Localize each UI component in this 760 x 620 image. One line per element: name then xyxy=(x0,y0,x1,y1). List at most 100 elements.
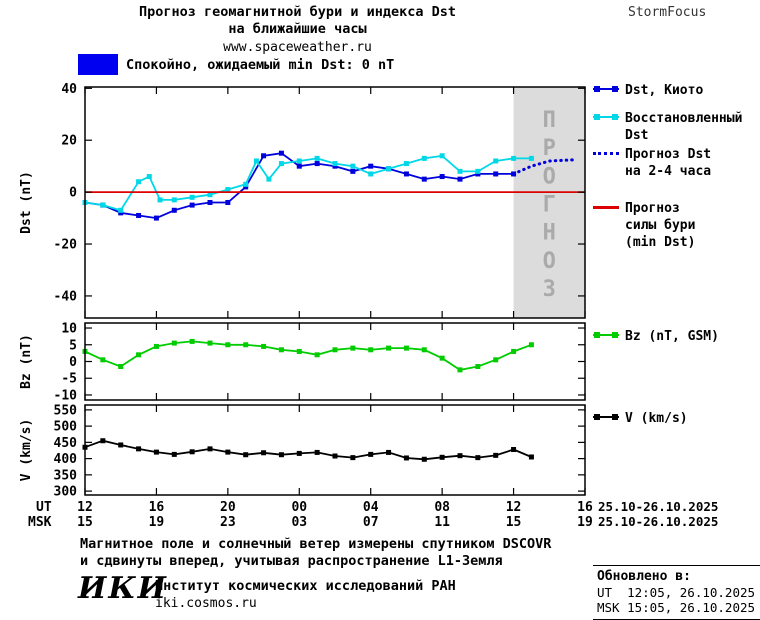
y-tick-label: 20 xyxy=(61,134,77,149)
legend-label: Dst, Киото xyxy=(625,83,704,98)
msk-tick-label: 07 xyxy=(363,515,379,530)
series-marker xyxy=(225,187,231,193)
legend-item-restored-dst: Восстановленный Dst xyxy=(593,110,742,144)
series-marker xyxy=(136,446,142,452)
y-tick-label: -20 xyxy=(54,238,78,253)
forecast-dst-dotted-swatch xyxy=(593,152,619,155)
status-color-swatch xyxy=(78,54,118,75)
dst-kyoto-line-swatch xyxy=(593,86,619,92)
data-source-note-line2: и сдвинуты вперед, учитывая распростране… xyxy=(80,553,503,569)
institute-name: Институт космических исследований РАН xyxy=(155,578,456,594)
series-marker xyxy=(100,438,106,444)
storm-forecast-line-swatch xyxy=(593,206,619,209)
series-marker xyxy=(207,340,213,346)
legend-label: V (km/s) xyxy=(625,411,688,426)
forecast-region-label-char: З xyxy=(543,277,556,302)
series-marker xyxy=(243,452,249,458)
page-title-line1: Прогноз геомагнитной бури и индекса Dst xyxy=(139,4,456,20)
series-marker xyxy=(171,197,177,203)
source-site-url: www.spaceweather.ru xyxy=(223,40,372,55)
series-marker xyxy=(439,454,445,460)
y-tick-label: 5 xyxy=(69,338,77,353)
series-marker xyxy=(403,171,409,177)
series-marker xyxy=(403,455,409,461)
series-marker xyxy=(189,449,195,455)
updated-block: Обновлено в: UT 12:05, 26.10.2025 MSK 15… xyxy=(593,565,760,620)
series-marker xyxy=(153,215,159,221)
series-marker xyxy=(368,451,374,457)
series-marker xyxy=(278,161,284,167)
series-marker xyxy=(350,455,356,461)
series-marker xyxy=(225,449,231,455)
series-marker xyxy=(493,357,499,363)
forecast-region-label-char: О xyxy=(543,249,556,274)
series-marker xyxy=(368,347,374,353)
series-marker xyxy=(136,179,142,185)
v-line-swatch xyxy=(593,414,619,420)
ut-tick-label: 08 xyxy=(434,500,450,515)
bz-line-swatch xyxy=(593,332,619,338)
series-marker xyxy=(439,153,445,159)
restored-dst-line-swatch xyxy=(593,114,619,120)
series-marker xyxy=(475,171,481,177)
series-marker xyxy=(118,442,124,448)
chart-legend: Dst, Киото Восстановленный Dst Прогноз D… xyxy=(593,0,760,500)
series-marker xyxy=(171,207,177,213)
series-marker xyxy=(386,345,392,351)
brand-label: StormFocus xyxy=(628,5,707,20)
y-tick-label: -10 xyxy=(54,388,78,403)
y-tick-label: 10 xyxy=(61,322,77,337)
series-line xyxy=(512,158,578,176)
legend-item-v: V (km/s) xyxy=(593,410,688,427)
series-marker xyxy=(457,367,463,373)
forecast-region-label-char: О xyxy=(543,164,556,189)
series-marker xyxy=(368,163,374,169)
series-marker xyxy=(511,155,517,161)
forecast-region-label-char: Г xyxy=(543,193,556,218)
y-tick-label: 300 xyxy=(54,485,78,500)
series-marker xyxy=(261,343,267,349)
updated-ut: UT 12:05, 26.10.2025 xyxy=(597,585,756,600)
series-marker xyxy=(475,364,481,370)
series-marker xyxy=(493,171,499,177)
series-marker xyxy=(100,202,106,208)
time-axis: 12151619202300030407081112151619UTMSK25.… xyxy=(28,499,718,530)
series-marker xyxy=(189,338,195,344)
series-marker xyxy=(332,163,338,169)
forecast-region-label-char: Н xyxy=(543,221,556,246)
series-marker xyxy=(153,343,159,349)
series-marker xyxy=(296,158,302,164)
y-tick-label: 500 xyxy=(54,420,78,435)
series-marker xyxy=(189,202,195,208)
series-marker xyxy=(278,150,284,156)
series-marker xyxy=(421,176,427,182)
series-marker xyxy=(457,176,463,182)
series-marker xyxy=(136,212,142,218)
series-marker xyxy=(493,452,499,458)
series-marker xyxy=(118,207,124,213)
series-marker xyxy=(261,153,267,159)
series-marker xyxy=(421,347,427,353)
series-marker xyxy=(261,450,267,456)
series-marker xyxy=(350,163,356,169)
institute-site-url: iki.cosmos.ru xyxy=(155,596,257,611)
series-marker xyxy=(439,355,445,361)
series-marker xyxy=(475,168,481,174)
series-marker xyxy=(386,166,392,172)
msk-tick-label: 03 xyxy=(291,515,307,530)
series-marker xyxy=(314,449,320,455)
series-marker xyxy=(332,347,338,353)
series-marker xyxy=(457,168,463,174)
series-marker xyxy=(528,342,534,348)
series-line xyxy=(84,154,532,212)
series-marker xyxy=(332,453,338,459)
legend-label: Прогноз силы бури (min Dst) xyxy=(625,201,696,250)
series-marker xyxy=(207,200,213,205)
ut-tick-label: 16 xyxy=(577,500,593,515)
series-marker xyxy=(350,168,356,174)
series-marker xyxy=(266,176,272,182)
